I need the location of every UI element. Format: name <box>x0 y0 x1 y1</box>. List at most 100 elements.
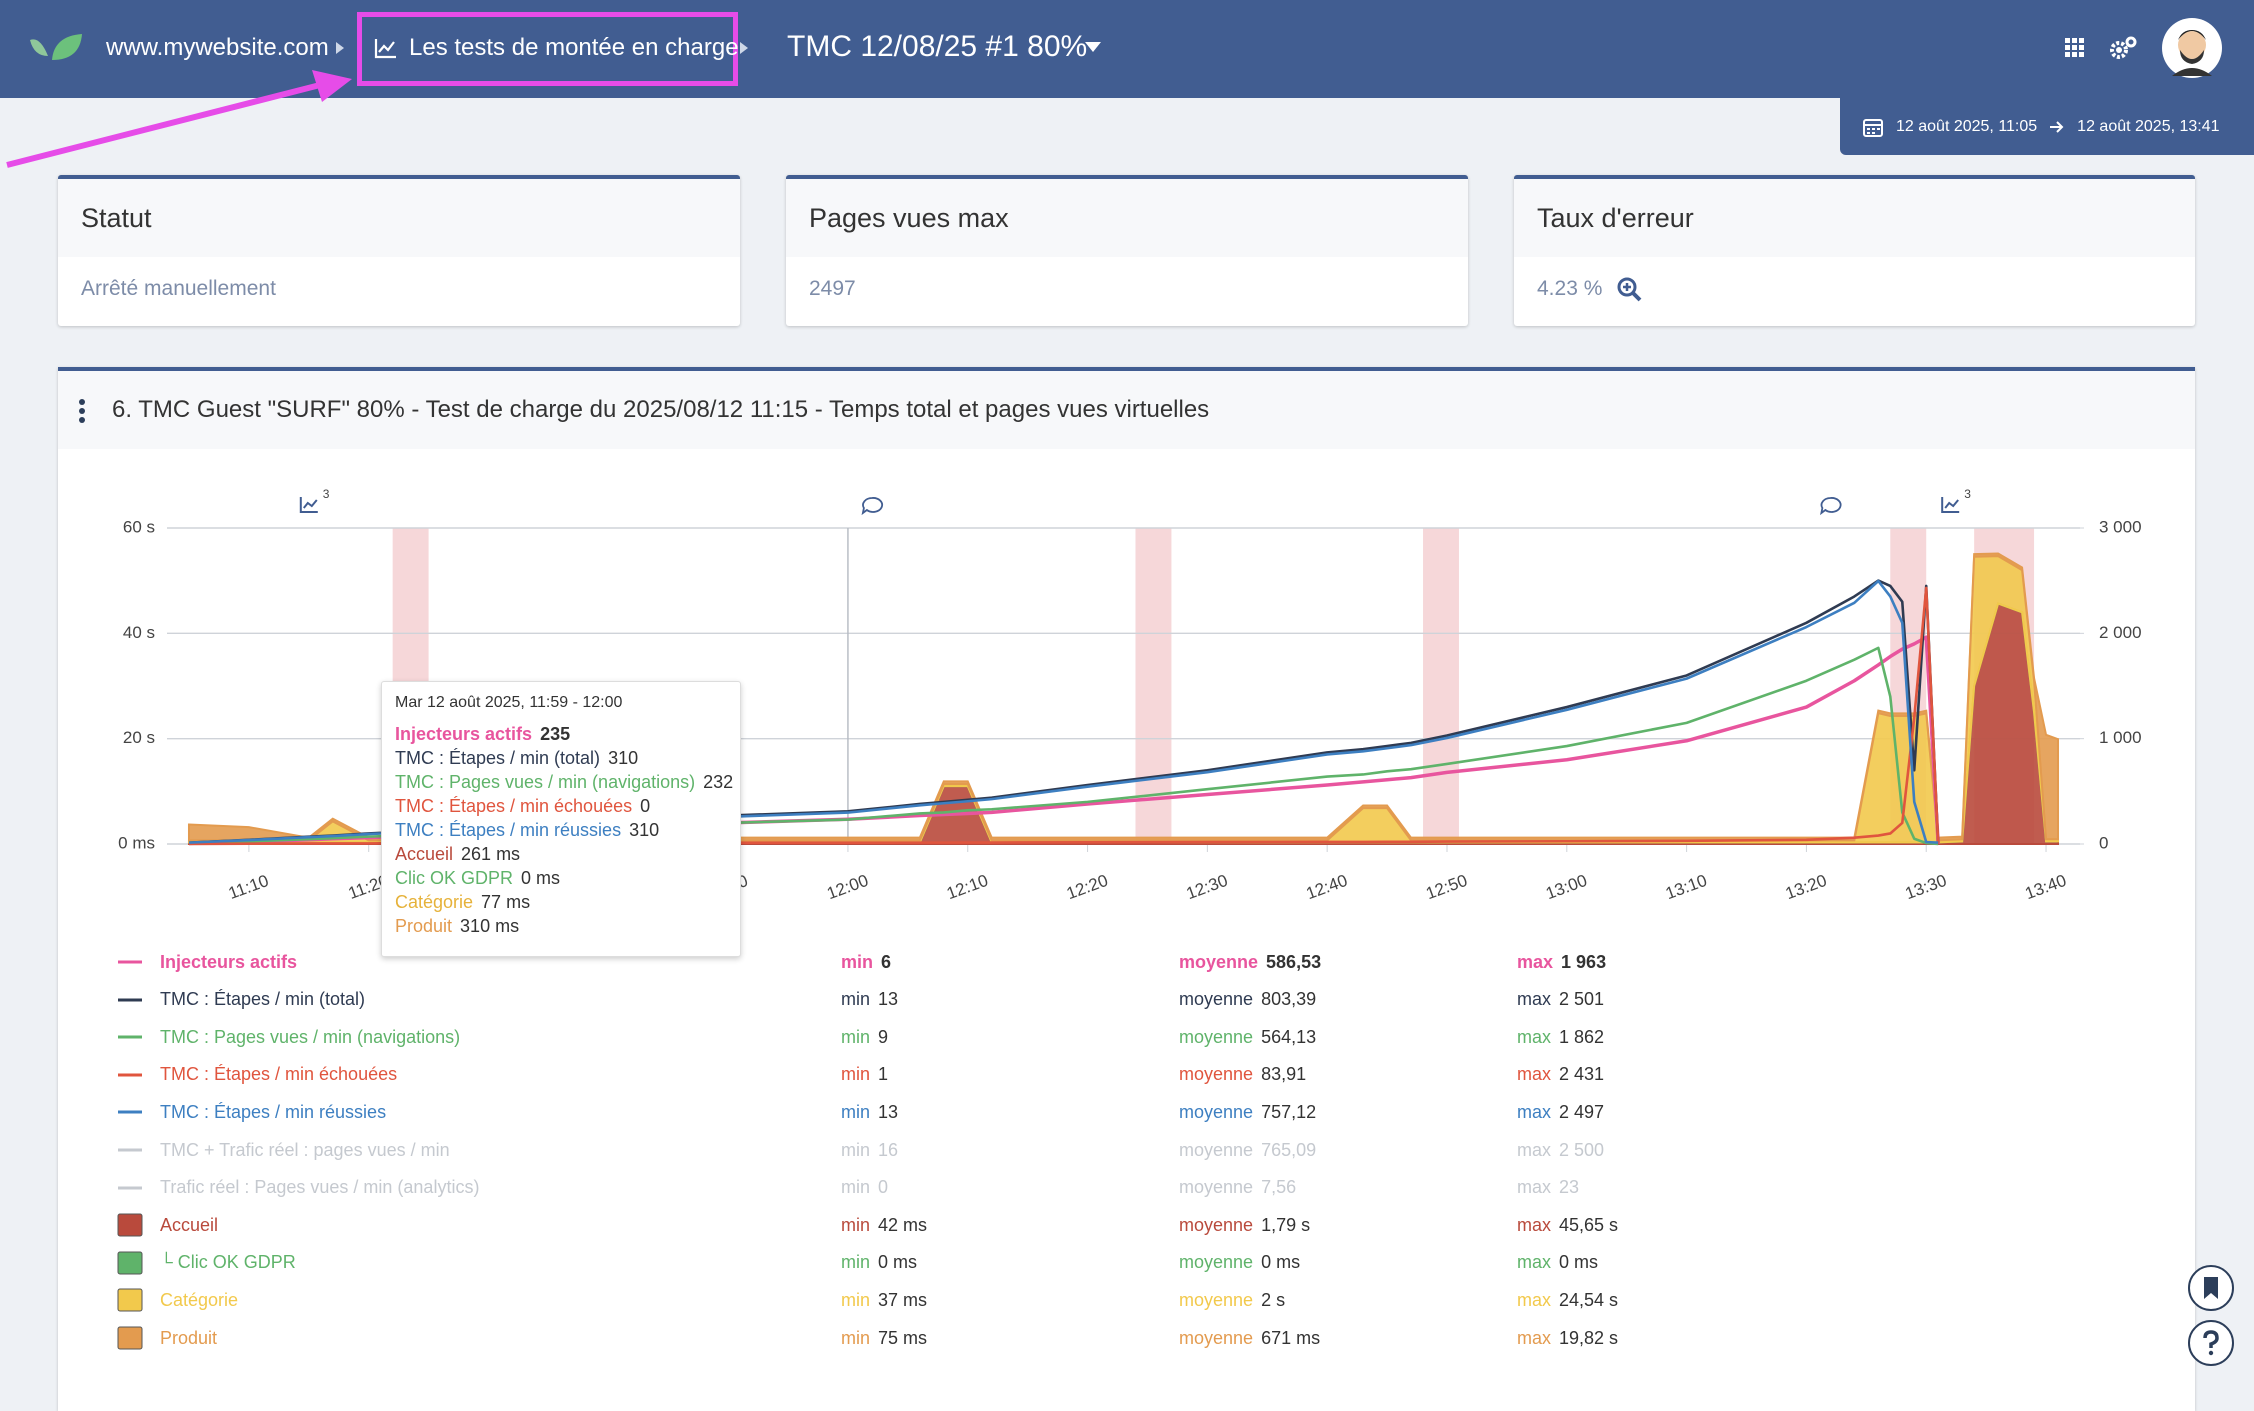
x-tick-label: 12:20 <box>1064 871 1110 903</box>
settings-icon[interactable] <box>2108 34 2138 62</box>
legend-stat: min 1 <box>841 1060 888 1090</box>
legend-stat: max 2 501 <box>1517 985 1604 1015</box>
legend-item[interactable]: TMC : Pages vues / min (navigations) <box>116 1022 460 1052</box>
legend-icon <box>117 1251 143 1275</box>
user-avatar[interactable] <box>2162 18 2222 78</box>
legend-stat: min 75 ms <box>841 1323 927 1353</box>
stat-value: 24,54 s <box>1559 1289 1619 1310</box>
legend-item[interactable]: TMC : Étapes / min échouées <box>116 1060 397 1090</box>
stat-label: moyenne <box>1179 989 1254 1010</box>
legend-stat: moyenne 757,12 <box>1179 1097 1316 1127</box>
legend-item[interactable]: Trafic réel : Pages vues / min (analytic… <box>116 1173 479 1203</box>
stat-value: 765,09 <box>1261 1139 1317 1160</box>
stat-value: 803,39 <box>1261 989 1317 1010</box>
stat-value: 23 <box>1559 1177 1580 1198</box>
card-value: 2497 <box>809 277 856 300</box>
x-tick-label: 12:40 <box>1304 871 1350 903</box>
date-range[interactable]: 12 août 2025, 11:05 12 août 2025, 13:41 <box>1840 98 2254 155</box>
y2-tick-label: 2 000 <box>2099 623 2142 642</box>
legend-name: Produit <box>160 1327 218 1348</box>
annotation-count: 3 <box>1964 487 1971 501</box>
tooltip-value: 0 <box>640 796 651 816</box>
page-title[interactable]: TMC 12/08/25 #1 80% <box>787 30 1088 63</box>
tooltip-series: Catégorie <box>395 892 474 912</box>
calendar-icon <box>1863 118 1883 137</box>
stat-label: min <box>841 1327 871 1348</box>
arrow-icon <box>2050 120 2064 133</box>
stat-label: max <box>1517 951 1554 972</box>
stat-value: 13 <box>878 1101 899 1122</box>
legend-swatch <box>117 1213 143 1237</box>
legend-stat: min 6 <box>841 947 891 977</box>
legend-icon <box>118 1148 142 1152</box>
legend-icon <box>117 1288 143 1312</box>
pageviews-card: Pages vues max 2497 <box>786 175 1468 326</box>
legend-item[interactable]: └ Clic OK GDPR <box>116 1248 296 1278</box>
stat-label: moyenne <box>1179 1252 1254 1273</box>
panel-header: 6. TMC Guest "SURF" 80% - Test de charge… <box>58 371 2195 449</box>
tooltip-value: 77 ms <box>481 892 531 912</box>
legend-stat: min 0 ms <box>841 1248 917 1278</box>
annotation-chart[interactable]: 3 <box>1941 487 1971 513</box>
tooltip: Mar 12 août 2025, 11:59 - 12:00 Injecteu… <box>381 681 741 957</box>
legend-name: Trafic réel : Pages vues / min (analytic… <box>160 1177 480 1198</box>
legend-item[interactable]: TMC : Étapes / min (total) <box>116 985 365 1015</box>
stat-label: moyenne <box>1179 1289 1254 1310</box>
y2-tick-label: 0 <box>2099 833 2108 852</box>
legend-stat: min 0 <box>841 1173 888 1203</box>
legend-item[interactable]: Injecteurs actifs <box>116 947 297 977</box>
legend-swatch <box>117 1326 143 1350</box>
stat-label: moyenne <box>1179 1026 1254 1047</box>
tooltip-series: TMC : Pages vues / min (navigations) <box>395 772 696 792</box>
help-button[interactable] <box>2188 1320 2234 1366</box>
legend-stat: moyenne 671 ms <box>1179 1323 1320 1353</box>
annotation-chart[interactable]: 3 <box>299 487 330 513</box>
comment-icon <box>861 497 883 516</box>
tooltip-series: TMC : Étapes / min réussies <box>395 820 622 840</box>
stat-value: 671 ms <box>1261 1327 1321 1348</box>
legend-icon <box>118 1186 142 1190</box>
tooltip-row: Clic OK GDPR 0 ms <box>395 868 560 889</box>
legend-item[interactable]: Accueil <box>116 1210 218 1240</box>
legend-item[interactable]: TMC : Étapes / min réussies <box>116 1097 386 1127</box>
legend-stat: moyenne 83,91 <box>1179 1060 1306 1090</box>
annotation-comment[interactable] <box>861 497 883 516</box>
menu-icon[interactable] <box>78 398 86 424</box>
site-link[interactable]: www.mywebsite.com <box>106 34 329 61</box>
y2-tick-label: 1 000 <box>2099 728 2142 747</box>
legend-stat: max 2 431 <box>1517 1060 1604 1090</box>
tooltip-value: 261 ms <box>461 844 521 864</box>
zoom-icon[interactable] <box>1616 276 1642 302</box>
legend-stat: moyenne 7,56 <box>1179 1173 1296 1203</box>
legend-name: Catégorie <box>160 1289 239 1310</box>
tooltip-row: Produit 310 ms <box>395 916 519 937</box>
logo[interactable] <box>26 30 90 70</box>
panel-title: 6. TMC Guest "SURF" 80% - Test de charge… <box>112 396 1210 423</box>
legend-item[interactable]: Catégorie <box>116 1285 238 1315</box>
tooltip-value: 0 ms <box>521 868 561 888</box>
stat-value: 2 497 <box>1559 1101 1605 1122</box>
legend-icon <box>118 1110 142 1114</box>
x-tick-label: 12:10 <box>944 871 990 903</box>
chart-icon <box>1941 497 1960 513</box>
legend-stat: moyenne 564,13 <box>1179 1022 1316 1052</box>
tooltip-series: Accueil <box>395 844 454 864</box>
stat-value: 6 <box>881 951 892 972</box>
dropdown-caret[interactable] <box>1084 40 1102 54</box>
apps-icon[interactable] <box>2063 36 2087 60</box>
legend-stat: max 1 862 <box>1517 1022 1604 1052</box>
tooltip-series: Produit <box>395 916 453 936</box>
breadcrumb-link[interactable]: Les tests de montée en charge <box>409 34 739 61</box>
legend-item[interactable]: TMC + Trafic réel : pages vues / min <box>116 1135 450 1165</box>
stat-value: 1 862 <box>1559 1026 1605 1047</box>
annotation-comment[interactable] <box>1820 497 1842 516</box>
stat-label: min <box>841 1101 871 1122</box>
stat-value: 586,53 <box>1266 951 1322 972</box>
breadcrumb-separator <box>336 42 344 54</box>
legend-item[interactable]: Produit <box>116 1323 217 1353</box>
x-tick-label: 11:10 <box>226 871 271 903</box>
legend-name: └ Clic OK GDPR <box>160 1252 296 1273</box>
tooltip-row: Injecteurs actifs 235 <box>395 724 570 745</box>
bookmark-button[interactable] <box>2188 1265 2234 1311</box>
